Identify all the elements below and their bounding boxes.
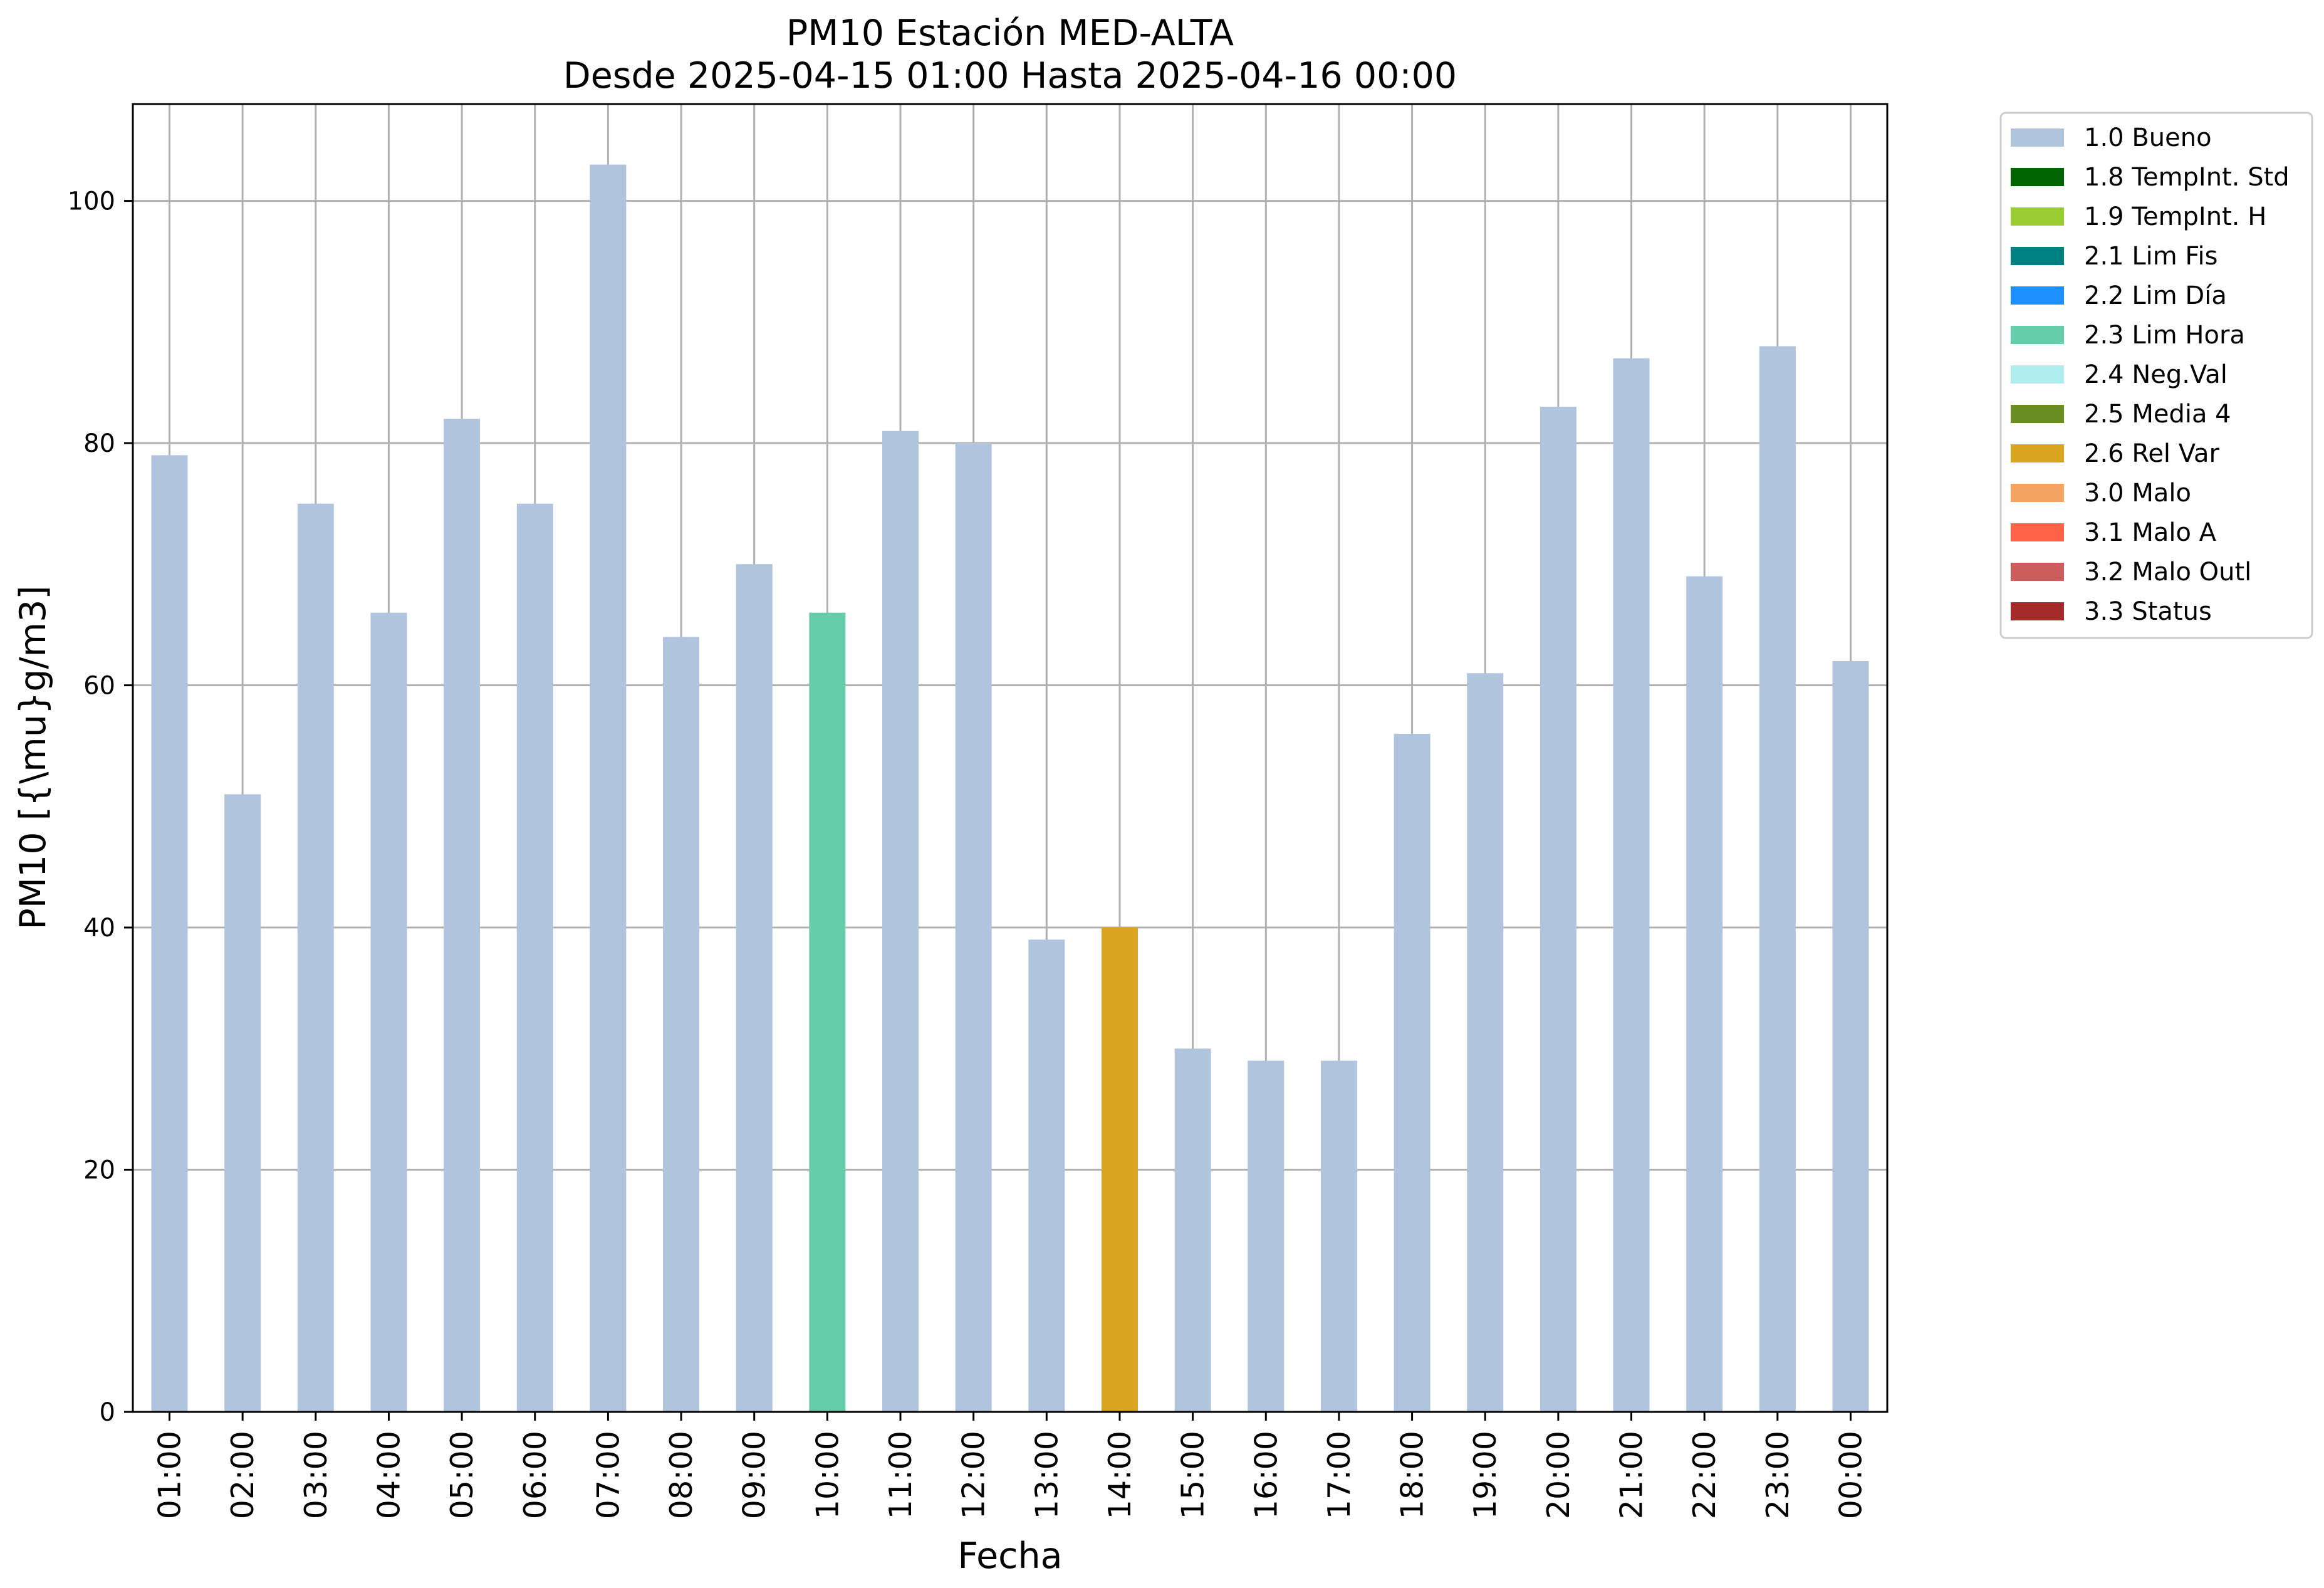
- chart-title: PM10 Estación MED-ALTA: [786, 13, 1234, 54]
- bar: [1613, 358, 1650, 1412]
- legend-swatch: [2011, 365, 2064, 384]
- legend-label: 3.3 Status: [2084, 597, 2212, 626]
- y-tick-label: 100: [68, 187, 115, 216]
- y-tick-label: 80: [83, 429, 115, 458]
- y-tick-label: 40: [83, 914, 115, 943]
- x-tick-label: 19:00: [1467, 1431, 1503, 1519]
- bars: [151, 164, 1869, 1413]
- bar: [1174, 1048, 1211, 1412]
- x-tick-label: 10:00: [810, 1431, 845, 1519]
- x-tick-label: 14:00: [1102, 1431, 1138, 1519]
- y-tick-label: 20: [83, 1156, 115, 1185]
- bar: [590, 164, 627, 1412]
- bar: [1832, 661, 1869, 1412]
- x-axis-label: Fecha: [957, 1535, 1062, 1577]
- x-tick-label: 06:00: [518, 1431, 553, 1519]
- legend-swatch: [2011, 602, 2064, 620]
- x-tick-label: 17:00: [1321, 1431, 1357, 1519]
- bar: [1686, 576, 1723, 1412]
- legend-swatch: [2011, 523, 2064, 541]
- legend-label: 1.0 Bueno: [2084, 123, 2212, 152]
- legend-swatch: [2011, 326, 2064, 344]
- bar: [1320, 1060, 1357, 1412]
- x-tick-label: 09:00: [737, 1431, 773, 1519]
- x-tick-label: 04:00: [371, 1431, 407, 1519]
- legend-swatch: [2011, 444, 2064, 462]
- bar: [1394, 733, 1430, 1412]
- bar: [444, 419, 481, 1412]
- legend-swatch: [2011, 168, 2064, 186]
- bar: [1028, 939, 1065, 1412]
- plot-frame: [132, 103, 1889, 1413]
- x-tick-label: 03:00: [298, 1431, 334, 1519]
- legend-label: 2.2 Lim Día: [2084, 281, 2227, 310]
- x-tick-label: 22:00: [1687, 1431, 1722, 1519]
- x-axis-ticks: 01:00 02:00 03:00 04:00 05:00 06:00 07:00 08:00…: [152, 1412, 1869, 1519]
- legend-label: 1.8 TempInt. Std: [2084, 163, 2290, 192]
- legend-label: 2.1 Lim Fis: [2084, 242, 2217, 271]
- bar: [809, 612, 846, 1412]
- legend-label: 2.3 Lim Hora: [2084, 321, 2245, 350]
- bar: [882, 431, 919, 1412]
- y-axis-label: PM10 [{\mu}g/m3]: [13, 585, 54, 929]
- legend-swatch: [2011, 484, 2064, 502]
- x-tick-label: 18:00: [1395, 1431, 1430, 1519]
- legend-box: [1999, 112, 2313, 639]
- y-axis-ticks: 0 20 40 60 80 100: [68, 187, 133, 1427]
- x-tick-label: 05:00: [444, 1431, 480, 1519]
- y-tick-label: 0: [100, 1398, 115, 1427]
- legend-label: 2.5 Media 4: [2084, 400, 2231, 429]
- legend-label: 2.4 Neg.Val: [2084, 360, 2228, 389]
- legend-swatch: [2011, 405, 2064, 423]
- legend-label: 3.1 Malo A: [2084, 518, 2217, 547]
- bar: [297, 503, 334, 1412]
- x-tick-label: 00:00: [1833, 1431, 1869, 1519]
- x-tick-label: 23:00: [1760, 1431, 1796, 1519]
- legend-label: 3.0 Malo: [2084, 479, 2191, 508]
- bar: [1540, 407, 1576, 1413]
- x-tick-label: 16:00: [1248, 1431, 1284, 1519]
- x-tick-label: 15:00: [1175, 1431, 1211, 1519]
- bar: [151, 455, 188, 1412]
- legend-swatch: [2011, 247, 2064, 265]
- bar: [370, 612, 407, 1412]
- y-tick-label: 60: [83, 672, 115, 701]
- legend: 1.0 Bueno 1.8 TempInt. Std 1.9 TempInt. H 2…: [1999, 112, 2313, 639]
- bar: [736, 564, 773, 1412]
- x-tick-label: 08:00: [664, 1431, 699, 1519]
- x-tick-label: 07:00: [590, 1431, 626, 1519]
- bar: [516, 503, 553, 1412]
- legend-items: 1.0 Bueno 1.8 TempInt. Std 1.9 TempInt. H 2…: [2011, 123, 2290, 626]
- x-tick-label: 11:00: [883, 1431, 919, 1519]
- bar: [1101, 927, 1138, 1412]
- x-tick-label: 13:00: [1029, 1431, 1065, 1519]
- bar: [663, 637, 700, 1412]
- bar: [1467, 673, 1504, 1412]
- legend-label: 3.2 Malo Outl: [2084, 558, 2251, 587]
- x-tick-label: 20:00: [1541, 1431, 1576, 1519]
- legend-swatch: [2011, 207, 2064, 226]
- legend-label: 2.6 Rel Var: [2084, 439, 2220, 468]
- legend-swatch: [2011, 128, 2064, 147]
- x-tick-label: 12:00: [956, 1431, 992, 1519]
- legend-swatch: [2011, 286, 2064, 305]
- bar: [955, 443, 992, 1412]
- chart-subtitle: Desde 2025-04-15 01:00 Hasta 2025-04-16 …: [563, 55, 1457, 97]
- bar: [1759, 346, 1796, 1413]
- x-tick-label: 01:00: [152, 1431, 188, 1519]
- bar: [224, 794, 261, 1412]
- legend-label: 1.9 TempInt. H: [2084, 202, 2266, 231]
- legend-swatch: [2011, 563, 2064, 581]
- bar: [1248, 1060, 1284, 1412]
- x-tick-label: 21:00: [1614, 1431, 1650, 1519]
- x-tick-label: 02:00: [225, 1431, 261, 1519]
